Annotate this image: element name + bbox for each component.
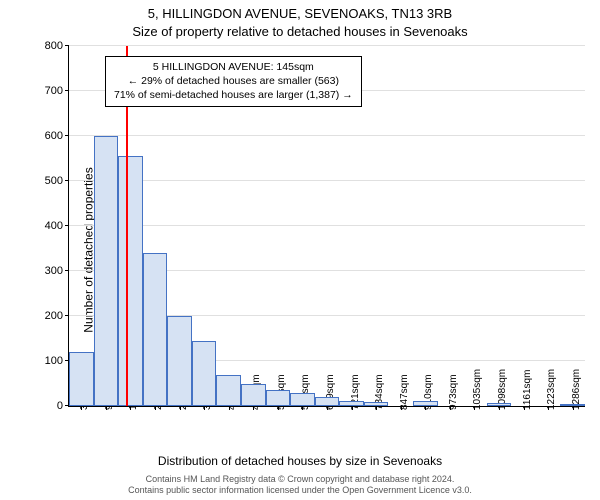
histogram-bar	[364, 402, 389, 407]
annotation-line2: ← 29% of detached houses are smaller (56…	[114, 74, 353, 88]
histogram-bar	[216, 375, 241, 407]
chart-title-line2: Size of property relative to detached ho…	[0, 24, 600, 39]
ytick-label: 500	[45, 175, 63, 187]
chart-container: 5, HILLINGDON AVENUE, SEVENOAKS, TN13 3R…	[0, 0, 600, 500]
ytick-label: 0	[57, 400, 63, 412]
histogram-bar	[315, 397, 340, 406]
histogram-bar	[167, 316, 192, 406]
ytick-label: 300	[45, 265, 63, 277]
histogram-bar	[487, 403, 512, 406]
footer-credits: Contains HM Land Registry data © Crown c…	[0, 474, 600, 496]
x-axis-label: Distribution of detached houses by size …	[0, 454, 600, 468]
plot-area: 5 HILLINGDON AVENUE: 145sqm ← 29% of det…	[68, 46, 585, 407]
ytick-label: 700	[45, 85, 63, 97]
ytick-label: 200	[45, 310, 63, 322]
annotation-line3: 71% of semi-detached houses are larger (…	[114, 88, 353, 102]
histogram-bar	[94, 136, 119, 406]
chart-title-line1: 5, HILLINGDON AVENUE, SEVENOAKS, TN13 3R…	[0, 6, 600, 21]
histogram-bar	[290, 393, 315, 407]
annotation-line1: 5 HILLINGDON AVENUE: 145sqm	[114, 60, 353, 74]
histogram-bar	[241, 384, 266, 407]
histogram-bar	[266, 390, 291, 406]
histogram-bar	[118, 156, 143, 406]
footer-line2: Contains public sector information licen…	[0, 485, 600, 496]
histogram-bar	[192, 341, 217, 406]
histogram-bar	[143, 253, 168, 406]
ytick-label: 600	[45, 130, 63, 142]
ytick-label: 800	[45, 40, 63, 52]
annotation-box: 5 HILLINGDON AVENUE: 145sqm ← 29% of det…	[105, 56, 362, 107]
footer-line1: Contains HM Land Registry data © Crown c…	[0, 474, 600, 485]
histogram-bar	[560, 404, 585, 406]
histogram-bar	[69, 352, 94, 406]
histogram-bar	[413, 401, 438, 406]
ytick-label: 100	[45, 355, 63, 367]
histogram-bar	[339, 401, 364, 406]
ytick-label: 400	[45, 220, 63, 232]
